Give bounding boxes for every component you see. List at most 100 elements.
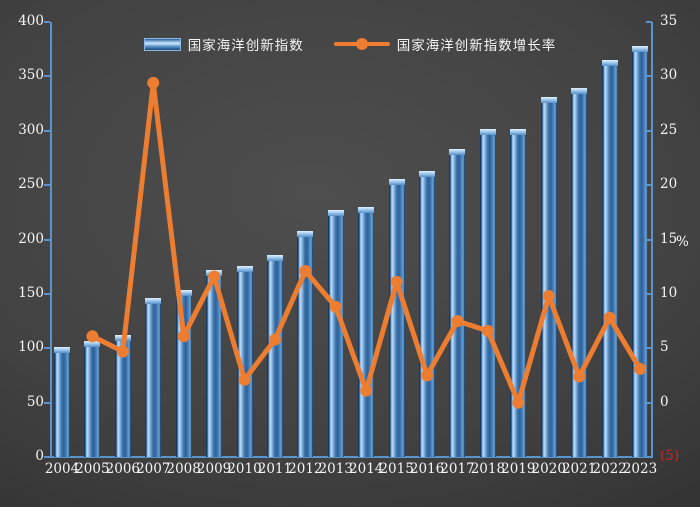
growth-rate-marker-2017 xyxy=(451,315,464,328)
y-axis-left-tick xyxy=(44,347,50,350)
y-axis-left-label: 0 xyxy=(35,448,44,464)
x-axis-year-label: 2019 xyxy=(501,461,536,477)
bar-2004 xyxy=(54,347,70,457)
y-axis-right-label: 10 xyxy=(660,284,678,301)
x-axis-year-label: 2011 xyxy=(257,461,293,477)
x-axis-year-label: 2004 xyxy=(44,461,80,477)
bar-2017 xyxy=(449,149,466,457)
x-axis-year-label: 2012 xyxy=(288,461,323,477)
growth-rate-marker-2009 xyxy=(208,270,221,283)
y-axis-right-label: (5) xyxy=(660,448,680,464)
growth-rate-marker-2010 xyxy=(238,373,251,386)
plot-area xyxy=(50,22,652,457)
y-axis-right-tick xyxy=(646,75,652,78)
y-axis-left-tick xyxy=(44,129,50,132)
x-axis-year-label: 2021 xyxy=(561,461,597,477)
x-axis-year-label: 2022 xyxy=(592,461,627,477)
growth-rate-marker-2015 xyxy=(390,275,403,288)
y-axis-left-tick xyxy=(44,456,50,458)
growth-rate-marker-2007 xyxy=(147,76,160,89)
y-axis-right-tick xyxy=(646,21,652,23)
x-axis-year-label: 2006 xyxy=(105,461,140,477)
growth-rate-marker-2020 xyxy=(542,290,555,303)
bar-2010 xyxy=(236,265,253,457)
y-axis-right-label: 25 xyxy=(660,121,678,138)
x-axis-year-label: 2020 xyxy=(531,461,566,477)
growth-rate-marker-2011 xyxy=(268,333,281,346)
bar-2022 xyxy=(601,60,618,457)
x-axis-year-label: 2014 xyxy=(349,461,384,477)
legend: 国家海洋创新指数 国家海洋创新指数增长率 xyxy=(0,34,700,54)
y-axis-right-label: 30 xyxy=(660,67,678,84)
growth-rate-marker-2013 xyxy=(329,300,342,313)
growth-rate-line xyxy=(89,80,643,406)
bar-2007 xyxy=(145,298,162,457)
y-axis-left-label: 50 xyxy=(26,393,44,410)
growth-rate-marker-2008 xyxy=(177,330,190,343)
growth-rate-line-layer xyxy=(86,76,646,409)
y-axis-right-label: 5 xyxy=(660,339,669,356)
bar-series-label: 国家海洋创新指数 xyxy=(187,38,304,54)
y-axis-right-line xyxy=(651,22,653,458)
bar-2013 xyxy=(327,210,344,457)
growth-rate-marker-2023 xyxy=(634,362,646,375)
growth-rate-marker-2014 xyxy=(360,384,373,397)
bar-2019 xyxy=(510,128,527,457)
bar-2015 xyxy=(388,178,405,457)
bar-2016 xyxy=(419,171,436,457)
growth-rate-marker-2022 xyxy=(603,311,616,324)
x-axis-year-label: 2015 xyxy=(379,461,414,477)
bar-2018 xyxy=(479,128,496,457)
y-axis-right-label: 15 xyxy=(660,230,678,247)
y-axis-left-label: 200 xyxy=(18,230,44,247)
bar-2023 xyxy=(632,45,648,457)
bar-2020 xyxy=(540,97,557,457)
y-axis-left-tick xyxy=(44,75,50,78)
y-axis-left-label: 300 xyxy=(18,121,44,138)
y-axis-left-tick xyxy=(44,292,50,295)
y-axis-right-tick xyxy=(646,184,652,187)
x-axis-year-label: 2018 xyxy=(470,461,506,477)
y-axis-left-tick xyxy=(44,21,50,23)
y-axis-left-label: 250 xyxy=(18,176,44,193)
y-axis-left-tick xyxy=(44,238,50,241)
y-axis-right-tick xyxy=(646,347,652,350)
bar-series-swatch-icon xyxy=(143,37,181,51)
x-axis-year-label: 2007 xyxy=(136,461,171,477)
line-swatch-marker-icon xyxy=(355,38,368,50)
y-axis-left-label: 150 xyxy=(18,284,44,301)
y-axis-right-tick xyxy=(646,238,652,241)
y-axis-left-label: 400 xyxy=(18,13,44,29)
legend-item-index: 国家海洋创新指数 xyxy=(143,34,304,54)
y-axis-right-tick xyxy=(646,401,652,404)
x-axis-baseline xyxy=(50,456,653,458)
x-axis-year-label: 2009 xyxy=(196,461,232,477)
growth-rate-marker-2006 xyxy=(116,345,129,358)
x-axis-year-label: 2008 xyxy=(166,461,201,477)
line-series-label: 国家海洋创新指数增长率 xyxy=(396,38,557,54)
bar-2005 xyxy=(84,340,101,457)
growth-rate-marker-2005 xyxy=(86,330,99,343)
right-axis-title: % xyxy=(676,234,689,250)
growth-rate-marker-2021 xyxy=(573,370,586,383)
y-axis-right-tick xyxy=(646,292,652,295)
y-axis-right-label: 0 xyxy=(660,393,669,410)
x-axis-year-label: 2005 xyxy=(75,461,110,477)
y-axis-left-label: 100 xyxy=(18,339,44,356)
legend-item-growth-rate: 国家海洋创新指数增长率 xyxy=(333,34,557,54)
line-series-swatch-icon xyxy=(333,37,390,51)
bar-2012 xyxy=(297,230,314,457)
y-axis-right-tick xyxy=(646,456,652,458)
growth-rate-marker-2016 xyxy=(421,369,434,382)
y-axis-right-tick xyxy=(646,129,652,132)
growth-rate-marker-2019 xyxy=(512,396,525,409)
y-axis-left-tick xyxy=(44,401,50,404)
y-axis-right-label: 20 xyxy=(660,176,678,193)
x-axis-year-label: 2013 xyxy=(318,461,353,477)
y-axis-left-tick xyxy=(44,184,50,187)
y-axis-left-line xyxy=(50,22,52,458)
x-axis-year-label: 2023 xyxy=(622,461,658,477)
y-axis-left-label: 350 xyxy=(18,67,44,84)
x-axis-year-label: 2010 xyxy=(227,461,262,477)
